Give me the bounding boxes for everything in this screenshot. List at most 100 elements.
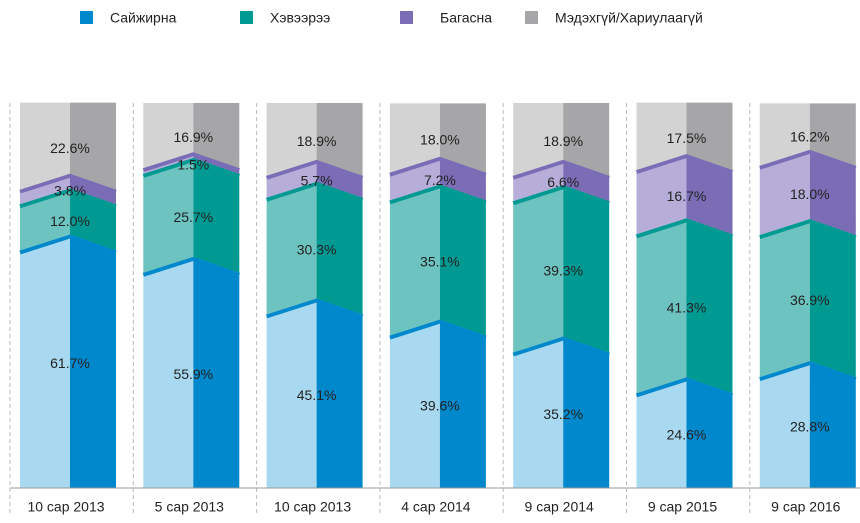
value-label: 18.9% [543,133,583,149]
bar-edge [635,377,734,398]
bar-edge [512,336,610,357]
bar-face-right [686,218,733,394]
bar-face-right [316,159,363,198]
value-label: 39.3% [543,263,583,279]
value-label: 6.6% [547,174,579,190]
bar-edge [142,157,240,178]
bar-face-right [686,102,733,170]
bar-segment [143,103,240,169]
bar-face-left [143,157,194,273]
bar-edge [142,151,240,172]
bar-face-right [316,103,363,176]
bar-face-left [513,336,564,488]
bar-face-right [809,361,856,488]
value-label: 41.3% [667,299,707,315]
value-label: 3.8% [54,183,86,199]
bar-face-left [759,103,810,166]
bar-face-right [809,149,856,236]
bar-face-left [636,102,687,170]
value-label: 36.9% [790,292,830,308]
bar-segment [266,103,363,176]
bar-edge [19,173,117,194]
x-tick-label: 9 сар 2015 [648,499,717,515]
legend-swatch [240,11,253,24]
value-label: 24.6% [667,426,707,442]
legend-label: Хэвээрээ [270,10,330,26]
bar-edge [19,234,117,255]
bar-segment [389,156,487,201]
bar-face-left [20,102,70,190]
bar-face-left [513,103,564,176]
bar-face-right [193,103,240,169]
value-label: 25.7% [173,209,213,225]
bar-face-right [563,185,610,353]
legend-label: Мэдэхгүй/Хариулаагүй [555,10,703,26]
x-tick-label: 9 сар 2016 [771,499,840,515]
value-label: 35.1% [420,254,460,270]
bar-face-left [389,156,440,201]
value-label: 35.2% [543,406,583,422]
bar-segment [389,103,486,173]
bar-face-right [439,319,486,488]
bar-segment [142,151,240,174]
bar-edge [389,156,487,177]
bar-segment [635,377,734,488]
bar-edge [142,256,240,277]
bar-segment [265,298,364,488]
bar-segment [512,185,610,353]
bar-face-right [686,153,733,235]
bar-face-right [439,184,486,336]
value-label: 18.9% [297,133,337,149]
bar-face-right [70,234,116,488]
value-label: 16.9% [173,129,213,145]
bar-segment [759,218,857,378]
bar-face-left [266,181,317,315]
bar-face-right [563,336,610,488]
bar-face-left [266,298,317,488]
bar-segment [389,184,487,336]
x-tick-label: 9 сар 2014 [525,499,594,515]
legend-swatch [80,11,93,24]
bar-face-left [759,219,810,378]
value-label: 16.7% [667,188,707,204]
bar-edge [635,153,734,174]
bar-face-right [563,103,610,176]
value-label: 5.7% [301,172,333,188]
bar-face-right [193,157,240,273]
bar-face-left [20,234,70,488]
value-label: 45.1% [297,387,337,403]
bar-face-right [686,377,733,488]
x-tick-label: 10 сар 2013 [27,499,104,515]
bar-face-left [636,153,687,235]
bar-face-right [563,159,610,202]
bar-face-right [193,256,240,488]
bar-face-left [636,218,687,394]
bar-segment [759,149,857,236]
bar-segment [20,102,116,190]
bar-edge [389,184,487,205]
bar-face-right [809,219,856,378]
value-label: 7.2% [424,172,456,188]
bar-segment [636,102,733,170]
legend-swatch [525,11,538,24]
bar-face-left [636,377,687,488]
bar-face-left [143,256,194,488]
bar-face-left [266,159,317,198]
bar-segment [635,218,734,394]
value-label: 22.6% [50,140,90,156]
value-label: 39.6% [420,397,460,413]
value-label: 12.0% [50,213,90,229]
bar-edge [759,149,857,170]
bar-edge [265,181,364,202]
bar-edge [759,361,857,382]
bar-face-right [439,156,486,201]
bar-face-right [70,102,116,190]
bar-segment [389,319,487,488]
bar-edge [512,185,610,206]
legend-label: Багасна [440,10,492,26]
bar-segment [265,181,364,315]
value-label: 28.8% [790,418,830,434]
bar-segment [759,103,856,166]
bar-segment [759,361,857,488]
